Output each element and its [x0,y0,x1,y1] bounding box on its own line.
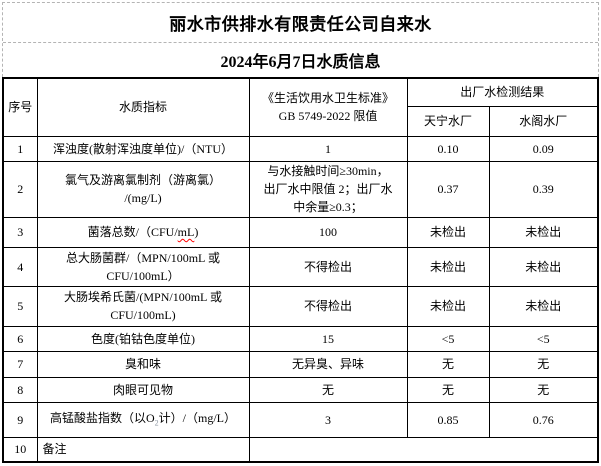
cell-limit: 1 [248,135,408,162]
cell-indicator: 大肠埃希氏菌/(MPN/100mL 或 CFU/100mL) [36,285,250,327]
cell-indicator: 氯气及游离氯制剂（游离氯） /(mg/L) [36,160,250,218]
indicator-text: ) [194,225,199,239]
cell-limit: 无异臭、异味 [248,350,408,378]
chemical-subscript: 2 [154,418,159,428]
cell-shuige-value: 0.76 [488,401,599,438]
cell-indicator: 菌落总数/（CFU/mL) [36,216,250,248]
cell-tianning-value: <5 [406,325,490,352]
cell-shuige-value: 无 [488,376,599,403]
indicator-text: 菌落总数/（CFU/ [87,225,178,239]
cell-no: 3 [2,216,38,248]
cell-no: 5 [2,285,38,327]
cell-remarks-label: 备注 [36,436,250,463]
table-row: 7 臭和味 无异臭、异味 无 无 [2,350,599,378]
table-row: 1 浑浊度(散射浑浊度单位)/（NTU） 1 0.10 0.09 [2,135,599,162]
cell-no: 1 [2,135,38,162]
cell-indicator: 高锰酸盐指数（以O2计）/（mg/L） [36,401,250,438]
header-plant-shuige: 水阁水厂 [488,105,599,137]
cell-tianning-value: 0.10 [406,135,490,162]
cell-no: 8 [2,376,38,403]
cell-shuige-value: 0.09 [488,135,599,162]
cell-no: 2 [2,160,38,218]
indicator-text: 高锰酸盐指数（以O [49,411,155,426]
cell-no: 4 [2,246,38,287]
cell-indicator: 肉眼可见物 [36,376,250,403]
header-plant-tianning: 天宁水厂 [406,105,490,137]
cell-shuige-value: 未检出 [488,216,599,248]
table-row: 9 高锰酸盐指数（以O2计）/（mg/L） 3 0.85 0.76 [2,401,599,438]
cell-indicator: 浑浊度(散射浑浊度单位)/（NTU） [36,135,250,162]
cell-no: 6 [2,325,38,352]
indicator-text: 计）/（mg/L） [158,411,236,426]
table-row: 2 氯气及游离氯制剂（游离氯） /(mg/L) 与水接触时间≥30min， 出厂… [2,160,599,218]
cell-shuige-value: <5 [488,325,599,352]
cell-limit: 15 [248,325,408,352]
cell-indicator: 总大肠菌群/（MPN/100mL 或 CFU/100mL） [36,246,250,287]
table-row: 10 备注 [2,436,599,463]
cell-limit: 不得检出 [248,285,408,327]
cell-limit: 与水接触时间≥30min， 出厂水中限值 2；出厂水 中余量≥0.3； [248,160,408,218]
page-subtitle: 2024年6月7日水质信息 [220,54,381,71]
table-row: 8 肉眼可见物 无 无 无 [2,376,599,403]
cell-tianning-value: 0.85 [406,401,490,438]
cell-shuige-value: 未检出 [488,285,599,327]
cell-indicator: 臭和味 [36,350,250,378]
header-no: 序号 [2,77,38,137]
cell-limit: 无 [248,376,408,403]
cell-remarks-value [248,436,599,463]
cell-shuige-value: 未检出 [488,246,599,287]
cell-tianning-value: 未检出 [406,285,490,327]
cell-tianning-value: 未检出 [406,216,490,248]
table-row: 6 色度(铂钴色度单位) 15 <5 <5 [2,325,599,352]
cell-tianning-value: 未检出 [406,246,490,287]
cell-tianning-value: 0.37 [406,160,490,218]
water-quality-table: 序号 水质指标 《生活饮用水卫生标准》 GB 5749-2022 限值 出厂水检… [2,77,600,463]
table-row: 3 菌落总数/（CFU/mL) 100 未检出 未检出 [2,216,599,248]
cell-tianning-value: 无 [406,376,490,403]
title-block: 丽水市供排水有限责任公司自来水 2024年6月7日水质信息 [2,2,599,77]
cell-limit: 不得检出 [248,246,408,287]
cell-tianning-value: 无 [406,350,490,378]
cell-limit: 100 [248,216,408,248]
cell-no: 7 [2,350,38,378]
cell-shuige-value: 0.39 [488,160,599,218]
cell-shuige-value: 无 [488,350,599,378]
header-result-group: 出厂水检测结果 [406,77,599,107]
cell-no: 9 [2,401,38,438]
cell-limit: 3 [248,401,408,438]
cell-indicator: 色度(铂钴色度单位) [36,325,250,352]
cell-no: 10 [2,436,38,463]
page-title: 丽水市供排水有限责任公司自来水 [3,3,598,43]
table-row: 4 总大肠菌群/（MPN/100mL 或 CFU/100mL） 不得检出 未检出… [2,246,599,287]
header-indicator: 水质指标 [36,77,250,137]
spellcheck-flagged-text: mL [177,225,195,239]
header-standard: 《生活饮用水卫生标准》 GB 5749-2022 限值 [248,77,408,137]
table-row: 5 大肠埃希氏菌/(MPN/100mL 或 CFU/100mL) 不得检出 未检… [2,285,599,327]
